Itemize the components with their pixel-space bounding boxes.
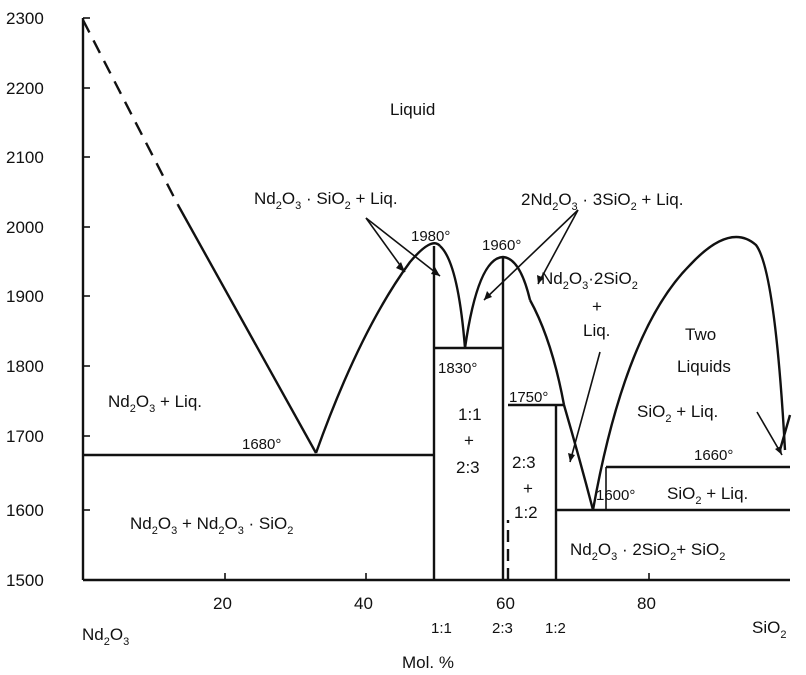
field-label-nd2o3-liq: Nd2O3 + Liq. — [108, 392, 202, 415]
y-tick-label: 1600 — [6, 501, 44, 520]
field-label-sio2-liq-lower: SiO2 + Liq. — [667, 484, 748, 507]
y-tick-label: 2100 — [6, 148, 44, 167]
x-tick-label: 40 — [354, 594, 373, 613]
arrow-line — [365, 217, 406, 273]
arrowhead — [484, 291, 492, 300]
arrow-line — [365, 217, 441, 277]
field-label-nd2o3-c11: Nd2O3 + Nd2O3 · SiO2 — [130, 514, 293, 537]
liquidus-nd2o3 — [176, 204, 318, 454]
arrow-line — [537, 209, 579, 285]
x-tick-label: 80 — [637, 594, 656, 613]
temp-label: 1830° — [438, 360, 477, 377]
arrowhead — [775, 446, 782, 455]
compound-label-2-3: 2:3 — [492, 620, 513, 637]
field-label-c23-12-c: 1:2 — [514, 503, 538, 522]
arrowhead — [537, 275, 544, 284]
arrowhead — [396, 262, 405, 272]
y-tick-label: 1700 — [6, 427, 44, 446]
x-tick-label: 60 — [496, 594, 515, 613]
y-tick-label: 2300 — [6, 9, 44, 28]
liquidus-c12 — [562, 404, 595, 511]
field-label-c11-23-c: 2:3 — [456, 458, 480, 477]
field-label-c23-12-b: + — [523, 479, 533, 498]
field-label-c11-liq: Nd2O3 · SiO2 + Liq. — [254, 189, 398, 212]
temp-label: 1660° — [694, 447, 733, 464]
temp-label: 1680° — [242, 436, 281, 453]
field-label-sio2-liq-upper: SiO2 + Liq. — [637, 402, 718, 425]
liquidus-c23 — [463, 255, 532, 349]
compound-label-1-1: 1:1 — [431, 620, 452, 637]
compound-label-1-2: 1:2 — [545, 620, 566, 637]
field-label-c12-liq-a: Nd2O3·2SiO2 — [541, 269, 638, 292]
field-label-c23-12-a: 2:3 — [512, 453, 536, 472]
y-ticks — [83, 17, 90, 581]
temp-label: 1960° — [482, 237, 521, 254]
temp-label: 1980° — [411, 228, 450, 245]
field-label-c11-23-b: + — [464, 431, 474, 450]
arrowhead — [431, 267, 440, 276]
field-label-c12-sio2: Nd2O3 · 2SiO2+ SiO2 — [570, 540, 725, 563]
temp-label: 1600° — [596, 487, 635, 504]
x-end-label-right: SiO2 — [752, 618, 786, 641]
temp-label: 1750° — [509, 389, 548, 406]
field-label-c12-liq-b: + — [592, 297, 602, 316]
y-tick-label: 2000 — [6, 218, 44, 237]
liquidus-nd2o3-dashed — [81, 19, 180, 206]
x-end-label-left: Nd2O3 — [82, 625, 129, 648]
y-tick-label: 2200 — [6, 79, 44, 98]
x-tick-label: 20 — [213, 594, 232, 613]
x-axis-title: Mol. % — [402, 653, 454, 672]
field-label-liquid: Liquid — [390, 100, 435, 119]
liquidus-c11-left — [314, 242, 441, 454]
field-label-two-liquids-b: Liquids — [677, 357, 731, 376]
liquidus-c23-right — [528, 299, 566, 406]
y-tick-label: 1500 — [6, 571, 44, 590]
arrowhead — [568, 453, 575, 462]
y-tick-label: 1900 — [6, 287, 44, 306]
field-label-c12-liq-c: Liq. — [583, 321, 610, 340]
sio2-liquidus — [778, 414, 792, 451]
arrow-line — [569, 351, 601, 463]
y-tick-labels: 2300 2200 2100 2000 1900 1800 1700 1600 … — [6, 9, 44, 590]
y-tick-label: 1800 — [6, 357, 44, 376]
liquidus-c11-right — [439, 245, 467, 349]
arrow-line — [483, 209, 579, 301]
field-label-c23-liq: 2Nd2O3 · 3SiO2 + Liq. — [521, 190, 684, 213]
field-label-c11-23-a: 1:1 — [458, 405, 482, 424]
field-label-two-liquids-a: Two — [685, 325, 716, 344]
liquid-miscibility-gap — [591, 235, 787, 511]
